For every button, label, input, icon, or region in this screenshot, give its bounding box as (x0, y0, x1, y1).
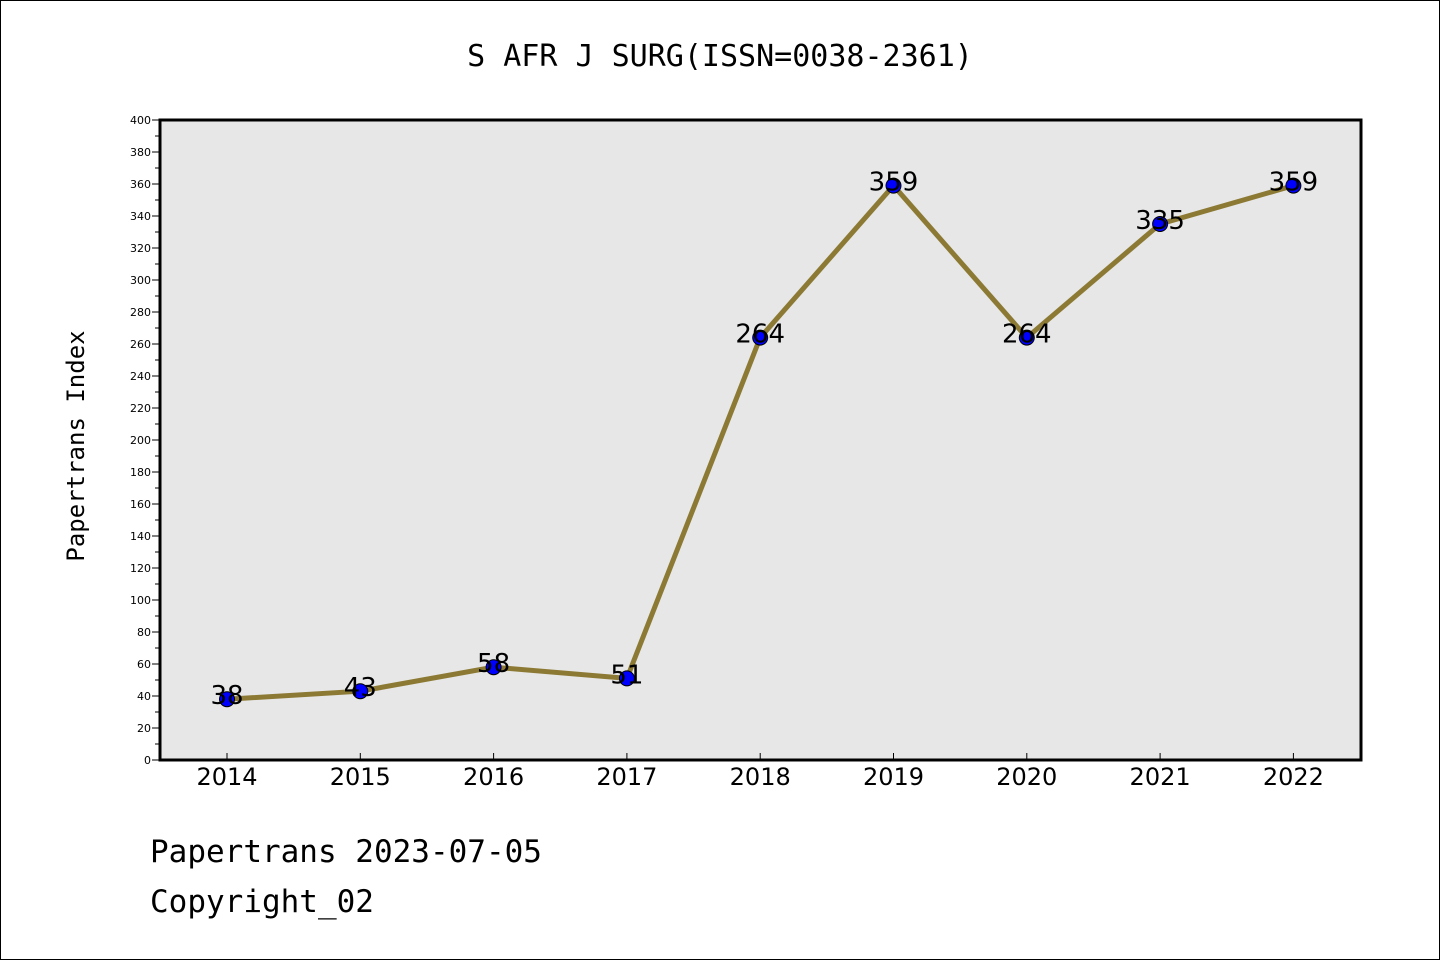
data-label: 43 (344, 673, 377, 703)
data-point (885, 177, 902, 194)
y-tick-label: 380 (130, 146, 151, 159)
y-axis-ticks: 0 20 40 60 80 100 120 140 160 180 200 220 240 260 280 3… (130, 114, 160, 767)
y-tick-label: 220 (130, 402, 151, 415)
data-label: 264 (735, 320, 785, 350)
y-tick-label: 160 (130, 498, 151, 511)
y-axis-label: Papertrans Index (62, 330, 90, 561)
y-tick-label: 120 (130, 562, 151, 575)
data-label: 38 (210, 681, 243, 711)
data-label: 359 (1269, 168, 1319, 198)
y-tick-label: 340 (130, 210, 151, 223)
y-tick-label: 400 (130, 114, 151, 127)
data-point (1285, 177, 1302, 194)
y-tick-label: 200 (130, 434, 151, 447)
x-tick-label: 2014 (196, 763, 257, 791)
data-label: 51 (610, 660, 643, 690)
y-tick-label: 180 (130, 466, 151, 479)
x-tick-label: 2018 (730, 763, 791, 791)
y-tick-label: 80 (137, 626, 151, 639)
x-tick-label: 2016 (463, 763, 524, 791)
x-tick-label: 2015 (330, 763, 391, 791)
footer-source: Papertrans 2023-07-05 (150, 834, 542, 870)
data-point (485, 659, 502, 676)
data-label: 359 (869, 168, 919, 198)
y-tick-label: 280 (130, 306, 151, 319)
x-axis-ticks: 2014 2015 2016 2017 2018 2019 2020 2021 2022 (196, 753, 1324, 791)
x-tick-label: 2019 (863, 763, 924, 791)
chart-title: S AFR J SURG(ISSN=0038-2361) (467, 39, 973, 74)
y-tick-label: 240 (130, 370, 151, 383)
data-points (219, 177, 1302, 708)
y-tick-label: 320 (130, 242, 151, 255)
y-tick-label: 360 (130, 178, 151, 191)
y-tick-label: 260 (130, 338, 151, 351)
x-tick-label: 2022 (1263, 763, 1324, 791)
x-tick-label: 2021 (1130, 763, 1191, 791)
data-point (618, 670, 635, 687)
data-label: 58 (477, 649, 510, 679)
y-tick-label: 60 (137, 658, 151, 671)
data-point (1152, 216, 1169, 232)
footer-copyright: Copyright_02 (150, 884, 374, 920)
y-tick-label: 140 (130, 530, 151, 543)
data-point (219, 691, 235, 708)
y-tick-label: 100 (130, 594, 151, 607)
data-labels: 38 43 58 51 264 359 264 335 359 (210, 168, 1318, 712)
y-tick-label: 40 (137, 690, 151, 703)
data-label: 264 (1002, 320, 1052, 350)
data-point (1018, 329, 1035, 346)
x-tick-label: 2017 (596, 763, 657, 791)
data-point (352, 683, 369, 700)
y-tick-label: 0 (144, 754, 151, 767)
y-tick-label: 300 (130, 274, 151, 287)
data-point (752, 329, 769, 346)
x-tick-label: 2020 (996, 763, 1057, 791)
y-tick-label: 20 (137, 722, 151, 735)
data-label: 335 (1135, 206, 1185, 236)
